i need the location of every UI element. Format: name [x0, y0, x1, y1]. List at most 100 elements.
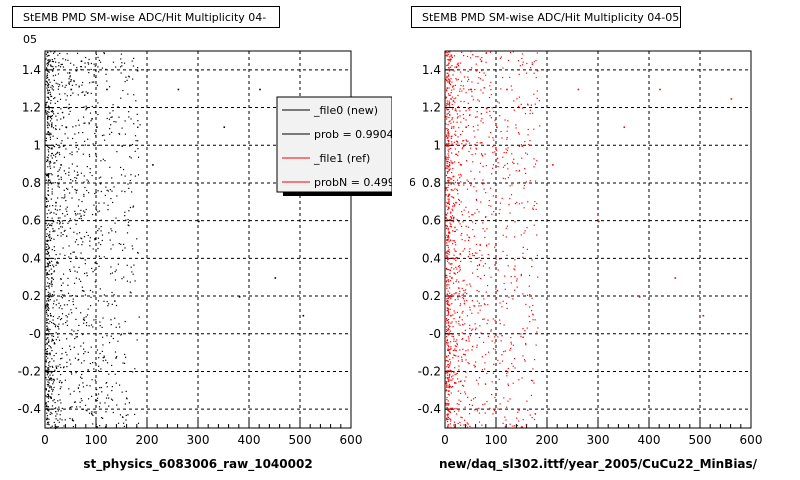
scatter-noise-point [459, 177, 461, 179]
scatter-noise-point [449, 70, 451, 72]
scatter-noise-point [45, 67, 48, 69]
x-tick-label: 400 [238, 433, 261, 447]
scatter-noise-point [71, 312, 73, 314]
scatter-noise-point [457, 116, 459, 118]
scatter-noise-point [462, 280, 464, 282]
scatter-noise-point [112, 201, 114, 204]
scatter-noise-point [466, 234, 468, 236]
scatter-noise-point [450, 298, 452, 300]
scatter-noise-point [494, 263, 496, 266]
scatter-noise-point [52, 111, 54, 113]
scatter-noise-point [49, 231, 51, 233]
scatter-noise-point [137, 140, 139, 142]
scatter-noise-point [94, 65, 96, 67]
scatter-noise-point [71, 334, 73, 336]
scatter-noise-point [57, 262, 60, 264]
scatter-noise-point [74, 337, 76, 340]
scatter-noise-point [475, 148, 477, 150]
scatter-noise-point [467, 362, 469, 364]
scatter-noise-point [458, 334, 460, 337]
scatter-noise-point [448, 251, 451, 253]
scatter-noise-point [448, 374, 451, 376]
x-tick-label: 100 [85, 433, 108, 447]
scatter-noise-point [118, 132, 120, 135]
scatter-noise-point [72, 303, 75, 306]
scatter-noise-point [480, 89, 482, 91]
scatter-noise-point [50, 268, 52, 270]
scatter-noise-point [482, 403, 484, 406]
scatter-noise-point [78, 85, 80, 87]
scatter-noise-point [531, 62, 533, 64]
scatter-noise-point [484, 362, 486, 364]
scatter-noise-point [60, 317, 63, 320]
scatter-point [521, 145, 524, 147]
scatter-noise-point [447, 322, 450, 324]
scatter-noise-point [48, 172, 50, 175]
scatter-noise-point [446, 79, 448, 82]
scatter-noise-point [107, 204, 109, 206]
scatter-noise-point [446, 116, 448, 118]
scatter-noise-point [447, 290, 449, 292]
scatter-noise-point [451, 189, 453, 191]
scatter-noise-point [451, 86, 454, 88]
scatter-noise-point [449, 358, 451, 361]
scatter-noise-point [107, 209, 109, 211]
scatter-noise-point [464, 406, 466, 408]
scatter-noise-point [494, 246, 496, 248]
scatter-point [223, 126, 226, 128]
scatter-noise-point [95, 152, 97, 155]
scatter-noise-point [46, 145, 49, 147]
scatter-noise-point [520, 103, 522, 106]
scatter-noise-point [456, 279, 458, 281]
scatter-noise-point [103, 355, 105, 357]
scatter-noise-point [54, 61, 57, 63]
scatter-noise-point [101, 67, 104, 69]
scatter-point [96, 126, 98, 128]
scatter-noise-point [117, 340, 119, 342]
scatter-noise-point [50, 95, 52, 98]
scatter-noise-point [57, 54, 59, 56]
scatter-noise-point [93, 368, 95, 370]
scatter-noise-point [49, 224, 51, 226]
scatter-noise-point [47, 263, 50, 265]
scatter-noise-point [473, 178, 475, 180]
scatter-noise-point [448, 304, 450, 307]
scatter-noise-point [57, 419, 59, 421]
scatter-noise-point [536, 202, 538, 205]
scatter-noise-point [46, 73, 48, 75]
scatter-noise-point [445, 404, 447, 406]
scatter-noise-point [471, 67, 473, 69]
scatter-noise-point [445, 167, 447, 169]
scatter-noise-point [467, 70, 469, 72]
scatter-noise-point [51, 109, 54, 112]
scatter-noise-point [45, 310, 48, 312]
scatter-noise-point [456, 66, 458, 68]
scatter-noise-point [61, 353, 63, 355]
scatter-noise-point [47, 175, 49, 177]
scatter-noise-point [467, 423, 469, 425]
scatter-noise-point [115, 66, 117, 68]
scatter-noise-point [47, 282, 49, 284]
scatter-noise-point [46, 174, 49, 177]
scatter-noise-point [447, 59, 449, 61]
scatter-noise-point [47, 96, 50, 99]
scatter-noise-point [453, 408, 455, 410]
scatter-noise-point [446, 234, 448, 237]
scatter-noise-point [536, 97, 538, 99]
scatter-noise-point [484, 412, 486, 414]
scatter-noise-point [455, 97, 457, 99]
scatter-noise-point [446, 189, 449, 191]
scatter-noise-point [100, 219, 102, 221]
scatter-noise-point [506, 375, 508, 377]
scatter-noise-point [447, 300, 449, 302]
scatter-noise-point [58, 393, 60, 396]
scatter-noise-point [448, 194, 451, 196]
scatter-noise-point [446, 300, 448, 302]
scatter-noise-point [58, 339, 61, 341]
scatter-noise-point [100, 386, 103, 389]
scatter-point [460, 164, 462, 166]
scatter-noise-point [51, 188, 53, 190]
scatter-point [485, 107, 488, 110]
scatter-noise-point [473, 255, 476, 257]
scatter-point [57, 182, 60, 185]
